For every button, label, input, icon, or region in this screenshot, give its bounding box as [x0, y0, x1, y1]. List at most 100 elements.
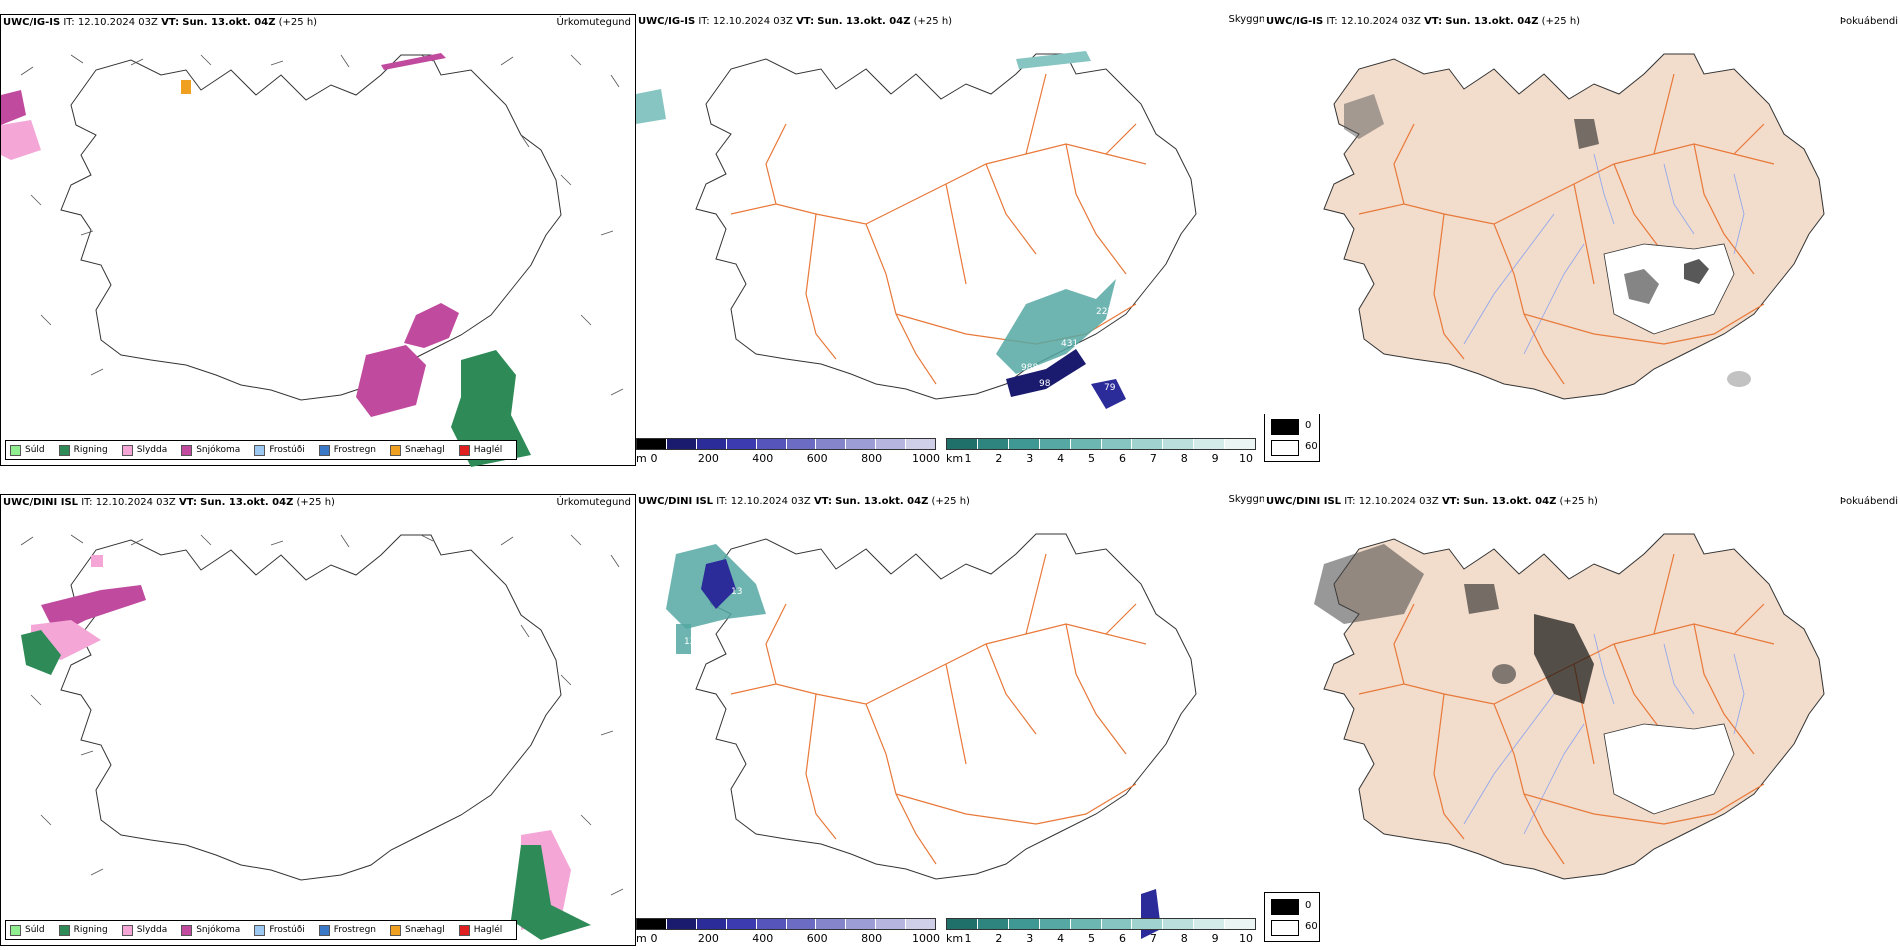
- fog-patch: [1684, 259, 1709, 284]
- product-label: Skyggni: [1228, 14, 1268, 25]
- colorbar-tick-label: 10: [1239, 452, 1253, 465]
- vis-value-label: 12: [684, 637, 695, 647]
- snow-area-3: [1, 90, 26, 125]
- colorbar-segment: [906, 919, 936, 929]
- very-low-vis-area-2: [1091, 379, 1126, 409]
- colorbar-segment: [726, 439, 757, 449]
- colorbar-tick-label: 5: [1088, 932, 1096, 945]
- colorbar-tick-label: 0: [650, 932, 658, 945]
- colorbar-tick-label: 2: [995, 932, 1003, 945]
- colorbar-segment: [876, 919, 907, 929]
- panel-title: UWC/DINI ISL IT: 12.10.2024 03Z VT: Sun.…: [3, 497, 335, 508]
- colorbar-segment: [756, 919, 787, 929]
- colorbar-tick-label: 200: [697, 932, 719, 945]
- precip-type-panel-top: UWC/IG-IS IT: 12.10.2024 03Z VT: Sun. 13…: [0, 14, 636, 467]
- product-label: Þokuábendi: [1839, 496, 1898, 507]
- colorbar-segment: [1008, 439, 1040, 449]
- visibility-panel-top: 227 431 988 98 79 UWC/IG-IS IT: 12.10.20…: [636, 14, 1272, 466]
- colorbar-tick-label: 8: [1180, 452, 1188, 465]
- colorbar-segment: [977, 919, 1009, 929]
- colorbar-tick-label: 0: [650, 452, 658, 465]
- low-vis-area-2: [636, 89, 666, 124]
- colorbar-segment: [726, 919, 757, 929]
- fog-index-map-top: [1323, 53, 1825, 400]
- colorbar-segment: [1163, 919, 1195, 929]
- vis-m-colorbar: [636, 918, 936, 930]
- rain-area: [21, 630, 61, 675]
- colorbar-tick-label: 1000: [912, 932, 940, 945]
- colorbar-segment: [846, 439, 877, 449]
- fog-patch: [1464, 584, 1499, 614]
- colorbar-segment: [1101, 439, 1133, 449]
- vis-m-unit: m: [636, 452, 647, 465]
- precip-type-panel-bottom: UWC/DINI ISL IT: 12.10.2024 03Z VT: Sun.…: [0, 494, 636, 946]
- legend-swatch: [318, 444, 330, 456]
- legend-item: Snæhagl: [390, 924, 445, 936]
- colorbar-segment: [696, 919, 727, 929]
- colorbar-segment: [1039, 919, 1071, 929]
- colorbar-segment: [756, 439, 787, 449]
- snow-area-2: [356, 345, 426, 417]
- colorbar-tick-label: 7: [1149, 452, 1157, 465]
- colorbar-segment: [1008, 919, 1040, 929]
- low-vis-area: [996, 279, 1116, 374]
- precip-type-legend: Súld Rigning Slydda Snjókoma Frostúði Fr…: [5, 920, 518, 940]
- legend-item: Frostregn: [318, 924, 376, 936]
- colorbar-tick-label: 8: [1180, 932, 1188, 945]
- colorbar-segment: [666, 919, 697, 929]
- colorbar-tick-label: 10: [1239, 932, 1253, 945]
- vis-value-label: 988: [1021, 363, 1038, 373]
- colorbar-tick-label: 6: [1118, 452, 1126, 465]
- snow-area-4: [381, 53, 446, 70]
- colorbar-segment: [977, 439, 1009, 449]
- colorbar-segment: [816, 919, 847, 929]
- legend-swatch: [318, 924, 330, 936]
- vis-value-label: 431: [1061, 339, 1078, 349]
- legend-swatch: [254, 924, 266, 936]
- visibility-map-top: 227 431 988 98 79: [636, 51, 1197, 409]
- legend-swatch: [121, 444, 133, 456]
- legend-swatch: [58, 444, 70, 456]
- panel-title: UWC/IG-IS IT: 12.10.2024 03Z VT: Sun. 13…: [1266, 16, 1581, 27]
- fog-legend-swatch: [1271, 419, 1299, 435]
- glacier: [1603, 723, 1735, 815]
- colorbar-segment: [876, 439, 907, 449]
- legend-item: Slydda: [121, 924, 167, 936]
- colorbar-segment: [906, 439, 936, 449]
- vis-m-unit: m: [636, 932, 647, 945]
- colorbar-tick-label: 2: [995, 452, 1003, 465]
- vis-km-colorbar: [946, 438, 1256, 450]
- fog-patch: [1344, 94, 1384, 139]
- colorbar-segment: [1194, 439, 1226, 449]
- vis-value-label: 79: [1104, 383, 1116, 393]
- fog-index-legend: 0 60: [1264, 412, 1320, 462]
- panel-title: UWC/IG-IS IT: 12.10.2024 03Z VT: Sun. 13…: [3, 17, 318, 28]
- fog-legend-label: 60: [1305, 921, 1318, 932]
- colorbar-segment: [1070, 919, 1102, 929]
- fog-index-legend: 0 60: [1264, 892, 1320, 942]
- colorbar-segment: [786, 439, 817, 449]
- colorbar-segment: [1132, 919, 1164, 929]
- legend-swatch: [390, 444, 402, 456]
- legend-item: Rigning: [58, 924, 108, 936]
- legend-item: Snæhagl: [390, 444, 445, 456]
- colorbar-tick-label: 600: [806, 452, 828, 465]
- legend-swatch: [458, 444, 470, 456]
- legend-item: Haglél: [458, 924, 502, 936]
- colorbar-segment: [1070, 439, 1102, 449]
- legend-swatch: [10, 924, 21, 936]
- vis-km-colorbar: [946, 918, 1256, 930]
- snow-area: [404, 303, 459, 348]
- panel-title: UWC/IG-IS IT: 12.10.2024 03Z VT: Sun. 13…: [638, 16, 953, 27]
- colorbar-segment: [1225, 439, 1256, 449]
- colorbar-segment: [696, 439, 727, 449]
- low-vis-area-3: [1016, 51, 1091, 69]
- colorbar-segment: [816, 439, 847, 449]
- colorbar-tick-label: 5: [1088, 452, 1096, 465]
- precip-type-legend: Súld Rigning Slydda Snjókoma Frostúði Fr…: [5, 440, 518, 460]
- precip-type-map-bottom: [20, 534, 624, 940]
- legend-swatch: [458, 924, 470, 936]
- legend-item: Slydda: [121, 444, 167, 456]
- colorbar-tick-label: 200: [697, 452, 719, 465]
- colorbar-segment: [846, 919, 877, 929]
